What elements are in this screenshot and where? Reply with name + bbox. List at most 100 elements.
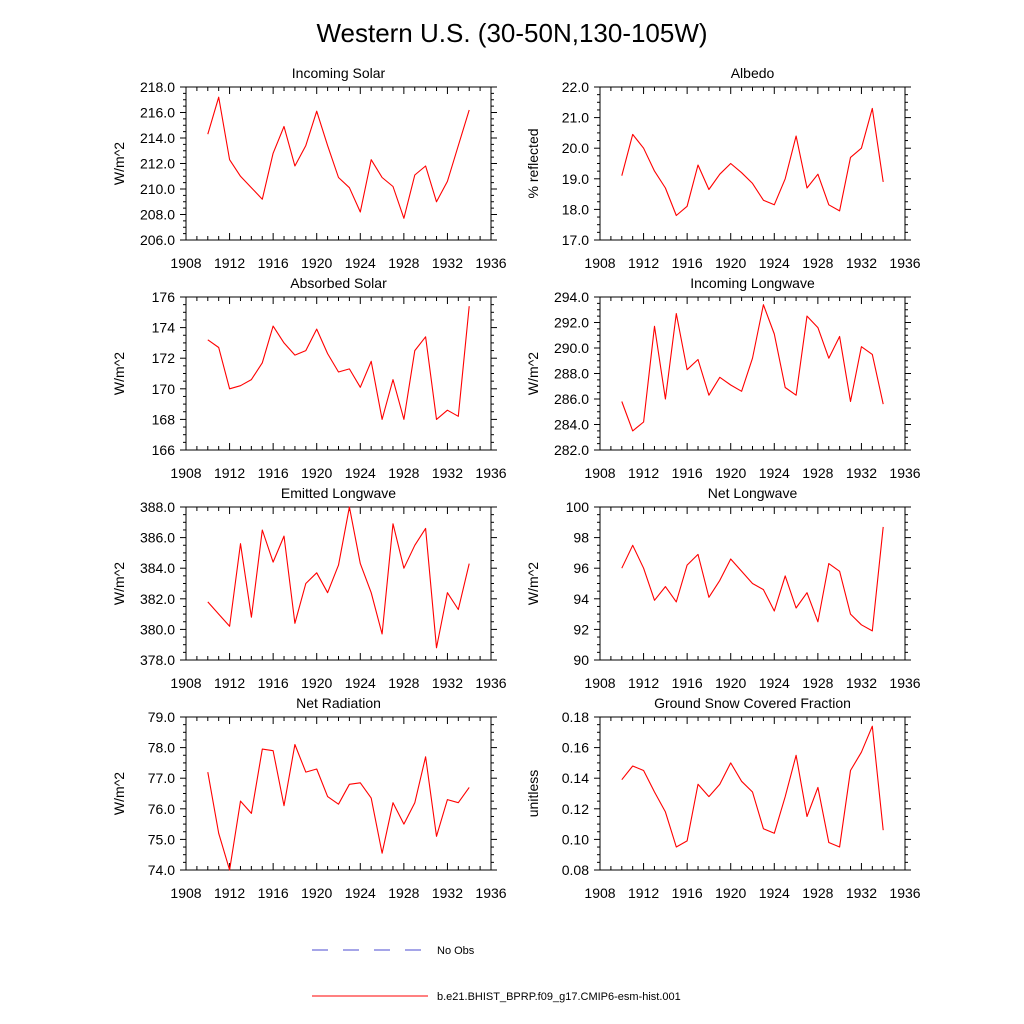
chart-panel: Incoming Solar W/m^2 1908 1912 1916 1920 1924 1… [111, 65, 507, 271]
y-tick-label: 214.0 [140, 130, 175, 146]
x-tick-label: 1924 [345, 255, 376, 271]
x-tick-label: 1916 [672, 885, 703, 901]
chart-panel: Absorbed Solar W/m^2 1908 1912 1916 1920 1924 1… [111, 275, 507, 481]
y-axis-label: W/m^2 [111, 352, 127, 395]
x-tick-label: 1920 [301, 465, 332, 481]
x-tick-label: 1920 [715, 885, 746, 901]
legend-label: b.e21.BHIST_BPRP.f09_g17.CMIP6-esm-hist.… [437, 991, 681, 1003]
x-tick-label: 1908 [584, 465, 615, 481]
chart-panel: Emitted Longwave W/m^2 1908 1912 1916 1920 192… [111, 485, 507, 691]
y-tick-label: 94 [573, 591, 589, 607]
plot-frame [185, 716, 492, 871]
x-tick-label: 1908 [170, 675, 201, 691]
y-tick-label: 168 [152, 411, 176, 427]
y-tick-label: 19.0 [562, 171, 589, 187]
y-tick-label: 282.0 [554, 442, 589, 458]
series-line [621, 304, 884, 432]
x-tick-label: 1932 [432, 675, 463, 691]
x-tick-label: 1924 [759, 885, 790, 901]
x-tick-label: 1936 [475, 255, 506, 271]
x-tick-label: 1924 [345, 885, 376, 901]
y-tick-label: 386.0 [140, 530, 175, 546]
y-tick-label: 284.0 [554, 417, 589, 433]
panel-title: Net Longwave [708, 485, 798, 501]
y-tick-label: 210.0 [140, 181, 175, 197]
x-tick-label: 1932 [432, 255, 463, 271]
x-tick-label: 1908 [584, 885, 615, 901]
x-tick-label: 1932 [846, 255, 877, 271]
x-tick-label: 1920 [715, 675, 746, 691]
y-tick-label: 290.0 [554, 340, 589, 356]
series-line [621, 725, 884, 848]
x-tick-label: 1936 [889, 255, 920, 271]
x-tick-label: 1908 [170, 465, 201, 481]
x-tick-label: 1920 [301, 255, 332, 271]
x-tick-label: 1928 [802, 885, 833, 901]
series-line [207, 96, 470, 219]
x-tick-label: 1920 [715, 255, 746, 271]
y-tick-label: 0.12 [562, 801, 589, 817]
x-tick-label: 1928 [388, 885, 419, 901]
y-axis-label: W/m^2 [525, 562, 541, 605]
y-tick-label: 212.0 [140, 156, 175, 172]
y-axis-label: W/m^2 [111, 142, 127, 185]
y-tick-label: 208.0 [140, 207, 175, 223]
x-tick-label: 1916 [672, 255, 703, 271]
y-tick-label: 20.0 [562, 140, 589, 156]
series-line [207, 743, 470, 871]
y-tick-label: 206.0 [140, 232, 175, 248]
x-tick-label: 1908 [584, 255, 615, 271]
x-tick-label: 1936 [889, 675, 920, 691]
y-tick-label: 216.0 [140, 105, 175, 121]
x-tick-label: 1920 [301, 885, 332, 901]
x-tick-label: 1936 [475, 675, 506, 691]
x-tick-label: 1924 [345, 465, 376, 481]
x-tick-label: 1932 [432, 885, 463, 901]
x-tick-label: 1932 [846, 885, 877, 901]
x-tick-label: 1908 [170, 255, 201, 271]
plot-frame [599, 296, 906, 451]
x-tick-label: 1932 [432, 465, 463, 481]
y-tick-label: 0.10 [562, 831, 589, 847]
x-tick-label: 1936 [889, 885, 920, 901]
x-tick-label: 1924 [759, 675, 790, 691]
y-tick-label: 22.0 [562, 79, 589, 95]
x-tick-label: 1924 [759, 255, 790, 271]
x-tick-label: 1912 [214, 675, 245, 691]
y-tick-label: 382.0 [140, 591, 175, 607]
y-axis-label: unitless [525, 770, 541, 817]
x-tick-label: 1912 [214, 465, 245, 481]
y-tick-label: 76.0 [148, 801, 175, 817]
plot-frame [185, 296, 492, 451]
x-tick-label: 1916 [672, 465, 703, 481]
x-tick-label: 1912 [628, 885, 659, 901]
x-tick-label: 1936 [475, 885, 506, 901]
plot-frame [599, 86, 906, 241]
panel-title: Incoming Longwave [690, 275, 815, 291]
y-tick-label: 98 [573, 530, 589, 546]
x-tick-label: 1936 [475, 465, 506, 481]
chart-panel: Net Longwave W/m^2 1908 1912 1916 1920 1924 192… [525, 485, 921, 691]
x-tick-label: 1912 [214, 885, 245, 901]
y-tick-label: 96 [573, 560, 589, 576]
y-tick-label: 176 [152, 289, 176, 305]
y-tick-label: 380.0 [140, 621, 175, 637]
y-tick-label: 218.0 [140, 79, 175, 95]
y-tick-label: 18.0 [562, 201, 589, 217]
y-tick-label: 90 [573, 652, 589, 668]
chart-panel: Incoming Longwave W/m^2 1908 1912 1916 1920 19… [525, 275, 921, 481]
plot-frame [185, 506, 492, 661]
panel-title: Net Radiation [296, 695, 381, 711]
y-tick-label: 74.0 [148, 862, 175, 878]
y-tick-label: 100 [566, 499, 590, 515]
x-tick-label: 1928 [802, 675, 833, 691]
y-axis-label: W/m^2 [111, 772, 127, 815]
y-tick-label: 79.0 [148, 709, 175, 725]
x-tick-label: 1928 [388, 255, 419, 271]
x-tick-label: 1924 [759, 465, 790, 481]
y-axis-label: W/m^2 [525, 352, 541, 395]
x-tick-label: 1920 [301, 675, 332, 691]
y-axis-label: % reflected [525, 128, 541, 198]
x-tick-label: 1932 [846, 675, 877, 691]
y-tick-label: 292.0 [554, 315, 589, 331]
